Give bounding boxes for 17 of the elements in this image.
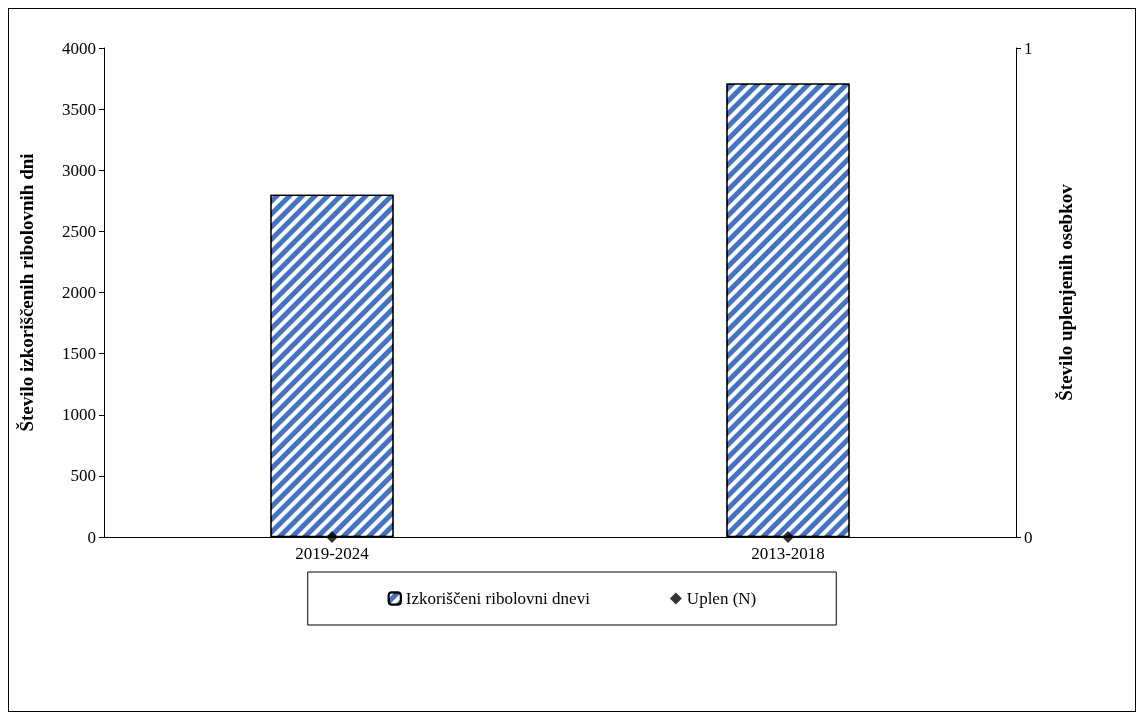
y-tick-label: 1000	[62, 405, 96, 425]
y-tick-label: 500	[70, 466, 96, 486]
y2-axis-title: Število uplenjenih osebkov	[1055, 183, 1076, 401]
x-tick-label: 2013-2018	[751, 544, 825, 563]
y-tick-label: 0	[87, 527, 96, 547]
y2-tick-label: 1	[1024, 38, 1033, 58]
legend-label: Uplen (N)	[686, 589, 757, 608]
x-tick-label: 2019-2024	[295, 544, 370, 563]
y-tick-label: 2000	[62, 283, 96, 302]
legend-label: Izkoriščeni ribolovni dnevi	[405, 589, 591, 608]
y-tick-label: 3500	[62, 99, 96, 119]
y2-tick-label: 0	[1024, 527, 1033, 547]
y-tick-label: 4000	[62, 38, 96, 58]
y-tick-label: 1500	[62, 344, 96, 364]
y-tick-label: 2500	[62, 221, 96, 241]
y-axis-title: Število izkoriščenih ribolovnih dni	[16, 153, 37, 432]
y-tick-label: 3000	[62, 160, 96, 180]
